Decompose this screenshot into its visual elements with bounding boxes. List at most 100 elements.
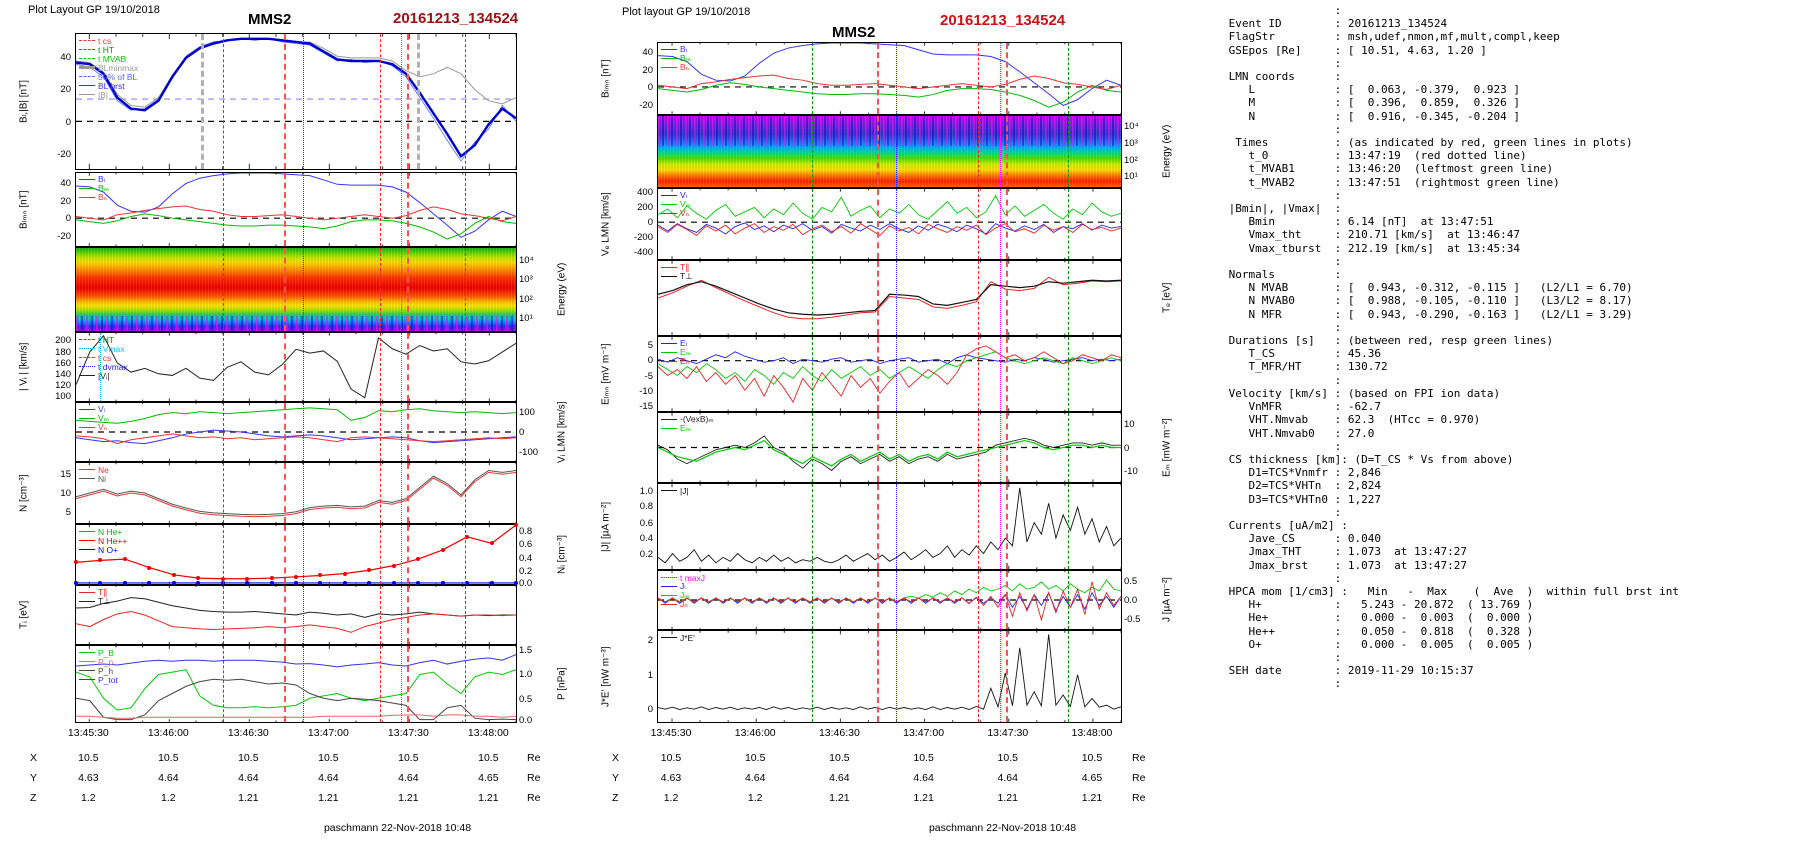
- y-tick-label: -5: [644, 370, 653, 382]
- legend-label: Bₗ: [680, 44, 688, 54]
- series-canvas: [76, 248, 516, 331]
- legend-label: BL brst: [98, 80, 125, 91]
- series-|B|: [76, 39, 516, 107]
- right-tick-label: 10²: [519, 293, 533, 305]
- legend: N He+ N He++ N O+: [79, 527, 127, 555]
- legend-entry: t MVAB: [79, 54, 138, 64]
- plot-panel-electron-spectrogram: Energy (eV) 10⁴ 10³ 10² 10¹: [560, 115, 1200, 188]
- legend-label: Eₗ: [680, 338, 688, 348]
- data-point: [98, 558, 103, 563]
- series-canvas: [658, 261, 1121, 335]
- legend-label: Jₘ: [680, 590, 690, 600]
- legend-swatch: [661, 352, 677, 353]
- y-tick-label: 10: [60, 488, 71, 499]
- legend-entry: |B|: [79, 90, 138, 100]
- y-tick-label: -200: [633, 232, 653, 244]
- coord-unit: Re: [527, 752, 541, 764]
- legend: Eₗ Eₘ Eₙ: [661, 338, 691, 366]
- legend: -(VexB)ₘ Eₘ: [661, 414, 714, 433]
- legend-swatch: [661, 419, 677, 420]
- coord-value: 10.5: [398, 752, 419, 764]
- legend-entry: t cs: [79, 352, 128, 363]
- legend-swatch: [661, 195, 677, 196]
- series-BM: [76, 214, 516, 239]
- spacecraft-title: MMS2: [832, 24, 876, 41]
- legend-label: P_tot: [98, 674, 118, 685]
- legend: T∥ T⊥: [661, 262, 693, 281]
- coord-row-label: X: [612, 752, 620, 764]
- plot-panel-j-lmn: J [µA m⁻²] 0.5 0.0 -0.5 t maxJ Jₗ Jₘ Jₙ: [560, 570, 1200, 630]
- data-point: [514, 580, 518, 585]
- legend-label: Vₙ: [680, 208, 690, 218]
- data-point: [391, 580, 396, 585]
- legend-swatch: [79, 601, 95, 602]
- coord-value: 10.5: [478, 752, 499, 764]
- y-tick-label: -10: [639, 385, 653, 397]
- plot-area: Vₗ Vₘ Vₙ: [75, 402, 517, 462]
- event-id-label: 20161213_134524: [940, 12, 1066, 29]
- legend-entry: t dvmax: [79, 362, 128, 372]
- legend-label: t HT: [98, 44, 115, 55]
- time-tick-label: 13:47:30: [987, 727, 1029, 739]
- series-N He++: [76, 525, 516, 579]
- data-point: [74, 580, 78, 585]
- y-tick-label: 0: [65, 116, 71, 128]
- data-point: [171, 580, 176, 585]
- series-BL: [76, 39, 516, 157]
- coord-value: 1.21: [913, 792, 934, 804]
- legend: Ne Ni: [79, 465, 109, 484]
- data-point: [416, 580, 421, 585]
- legend-label: N O+: [98, 544, 119, 555]
- legend-label: Eₘ: [680, 423, 691, 433]
- y-axis-label: |J| [µA m⁻²]: [600, 501, 612, 552]
- series-BL: [658, 43, 1121, 106]
- plot-area: T∥ T⊥: [657, 260, 1122, 336]
- data-point: [220, 580, 225, 585]
- series-canvas: [76, 586, 516, 644]
- data-point: [269, 580, 274, 585]
- right-tick-label: -0.5: [1124, 613, 1141, 625]
- legend-swatch: [79, 427, 95, 428]
- legend-swatch: [79, 339, 95, 340]
- plot-panel-vi-lmn: Vᵢ LMN [km/s] 100 0 -100 Vₗ Vₘ Vₙ: [0, 401, 568, 463]
- legend-entry: Jₘ: [661, 590, 705, 600]
- y-tick-label: 40: [60, 177, 71, 189]
- coord-value: 1.21: [997, 792, 1018, 804]
- legend-entry: P_h: [79, 666, 118, 676]
- series-VM: [76, 408, 516, 423]
- y-axis-label: Bₗₘₙ [nT]: [600, 59, 612, 98]
- data-point: [367, 580, 372, 585]
- data-point: [342, 580, 347, 585]
- y-tick-label: 0: [647, 217, 653, 229]
- series-Ni: [76, 471, 516, 515]
- y-tick-label: -20: [639, 99, 653, 111]
- legend-entry: Eₘ: [661, 347, 691, 357]
- legend-entry: Bₙ: [661, 62, 691, 72]
- legend-label: Vₗ: [98, 404, 106, 414]
- legend-label: Vₗ: [680, 190, 688, 200]
- legend-entry: P_B: [79, 648, 118, 658]
- legend-swatch: [79, 348, 95, 349]
- coord-value: 1.21: [398, 792, 419, 804]
- series-EL: [658, 352, 1121, 364]
- plot-area: Bₗ Bₘ Bₙ: [657, 42, 1122, 115]
- spacecraft-title: MMS2: [248, 11, 292, 28]
- right-tick-label: 100: [519, 407, 535, 419]
- legend-entry: J*E': [661, 633, 695, 643]
- y-tick-label: 1: [647, 669, 653, 681]
- legend: Bₗ Bₘ Bₙ: [79, 174, 109, 202]
- figure-footer: paschmann 22-Nov-2018 10:48: [323, 822, 472, 834]
- time-tick-label: 13:48:00: [1071, 727, 1113, 739]
- legend-entry: -(VexB)ₘ: [661, 414, 714, 424]
- coord-value: 1.21: [1081, 792, 1103, 804]
- series--(VexB)M: [658, 436, 1121, 471]
- series-canvas: [76, 646, 516, 722]
- y-tick-label: -20: [57, 148, 71, 160]
- legend-label: t cs: [98, 352, 112, 363]
- series-canvas: [658, 484, 1121, 569]
- legend-swatch: [79, 540, 95, 541]
- series-Tpar: [658, 277, 1121, 318]
- coord-value: 1.2: [747, 792, 763, 804]
- coord-value: 10.5: [660, 752, 682, 764]
- right-tick-label: 0.0: [519, 714, 533, 726]
